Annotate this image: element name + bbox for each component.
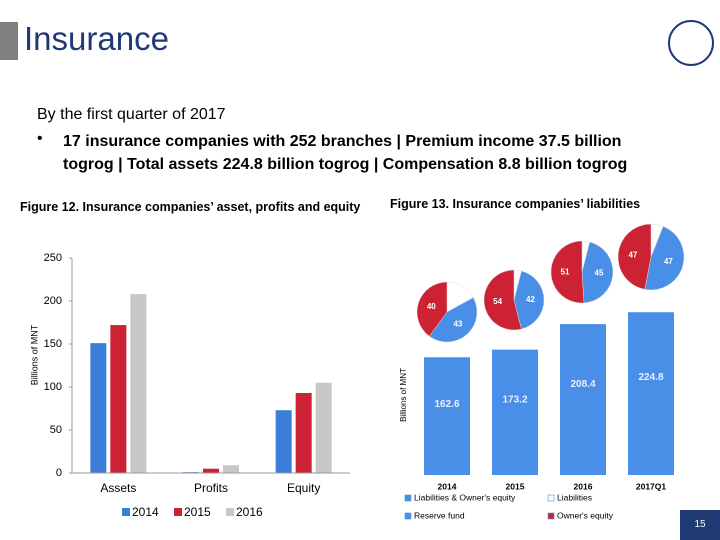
- legend-label: Reserve fund: [414, 510, 465, 520]
- bullet-text: 17 insurance companies with 252 branches…: [63, 133, 628, 173]
- pie-slice: [650, 223, 664, 258]
- y-tick-label: 200: [44, 295, 62, 307]
- data-label: 224.8: [638, 372, 663, 383]
- page-number: 15: [680, 510, 720, 540]
- pie-slice: [429, 297, 478, 343]
- pie-slice: [446, 281, 474, 313]
- bar: [223, 465, 239, 473]
- pie-slice: [483, 269, 522, 331]
- y-tick-label: 0: [56, 467, 62, 479]
- x-tick-label: 2017Q1: [636, 481, 667, 491]
- legend-swatch: [404, 494, 412, 502]
- pie-slice: [581, 241, 614, 304]
- bar: [295, 393, 312, 473]
- data-label: 173.2: [502, 394, 527, 405]
- pie-label: 54: [493, 297, 502, 306]
- bar: [275, 410, 292, 473]
- y-tick-label: 250: [44, 252, 62, 264]
- legend-label: Liabilities & Owner's equity: [414, 492, 516, 502]
- legend-label: Owner's equity: [557, 510, 614, 520]
- x-tick-label: 2016: [574, 481, 593, 491]
- pie-label: 47: [628, 250, 637, 259]
- pie-slice: [581, 240, 591, 273]
- data-label: 162.6: [434, 399, 459, 410]
- pie-label: 51: [561, 268, 570, 277]
- pie-label: 45: [595, 269, 604, 278]
- slide-title: Insurance: [24, 20, 169, 57]
- bar: [560, 324, 606, 475]
- intro: By the first quarter of 2017: [37, 106, 226, 123]
- bar: [110, 325, 127, 473]
- figure-title: Figure 12. Insurance companies’ asset, p…: [20, 200, 361, 214]
- pie-slice: [617, 223, 652, 290]
- bar: [90, 343, 107, 473]
- legend-label: 2014: [132, 505, 159, 519]
- pie-slice: [550, 240, 585, 304]
- pie-label: 43: [453, 319, 462, 328]
- bar: [203, 468, 219, 473]
- y-tick-label: 50: [50, 424, 62, 436]
- pie-slice: [644, 225, 685, 291]
- legend-swatch: [547, 512, 555, 520]
- legend-swatch: [404, 512, 412, 520]
- figure-title: Figure 13. Insurance companies’ liabilit…: [390, 197, 641, 211]
- pie-slice: [513, 270, 545, 330]
- bar: [424, 357, 470, 475]
- legend-label: Liabilities: [557, 492, 592, 502]
- pie-label: 47: [664, 257, 673, 266]
- legend-label: 2015: [184, 505, 211, 519]
- x-tick-label: 2015: [506, 481, 525, 491]
- logo: [668, 20, 714, 66]
- bar: [130, 294, 147, 473]
- pie-label: 40: [427, 302, 436, 311]
- bar: [183, 472, 199, 473]
- y-axis-label: Billions of MNT: [29, 324, 39, 385]
- x-tick-label: Equity: [287, 481, 320, 495]
- pie-label: 42: [526, 295, 535, 304]
- bar: [315, 382, 332, 473]
- y-tick-label: 100: [44, 381, 62, 393]
- data-label: 208.4: [570, 379, 595, 390]
- bar: [492, 349, 538, 475]
- y-axis-label: Billions of MNT: [399, 368, 408, 422]
- y-tick-label: 150: [44, 338, 62, 350]
- legend-label: 2016: [236, 505, 263, 519]
- x-tick-label: 2014: [438, 481, 457, 491]
- bar: [628, 312, 674, 475]
- legend-swatch: [547, 494, 555, 502]
- legend-swatch: [122, 508, 130, 516]
- x-tick-label: Assets: [100, 481, 136, 495]
- pie-slice: [416, 281, 448, 337]
- legend-swatch: [174, 508, 182, 516]
- legend-swatch: [226, 508, 234, 516]
- x-tick-label: Profits: [194, 481, 228, 495]
- title-marker: [0, 22, 18, 60]
- bullet-dot: •: [37, 130, 43, 147]
- pie-slice: [513, 269, 522, 301]
